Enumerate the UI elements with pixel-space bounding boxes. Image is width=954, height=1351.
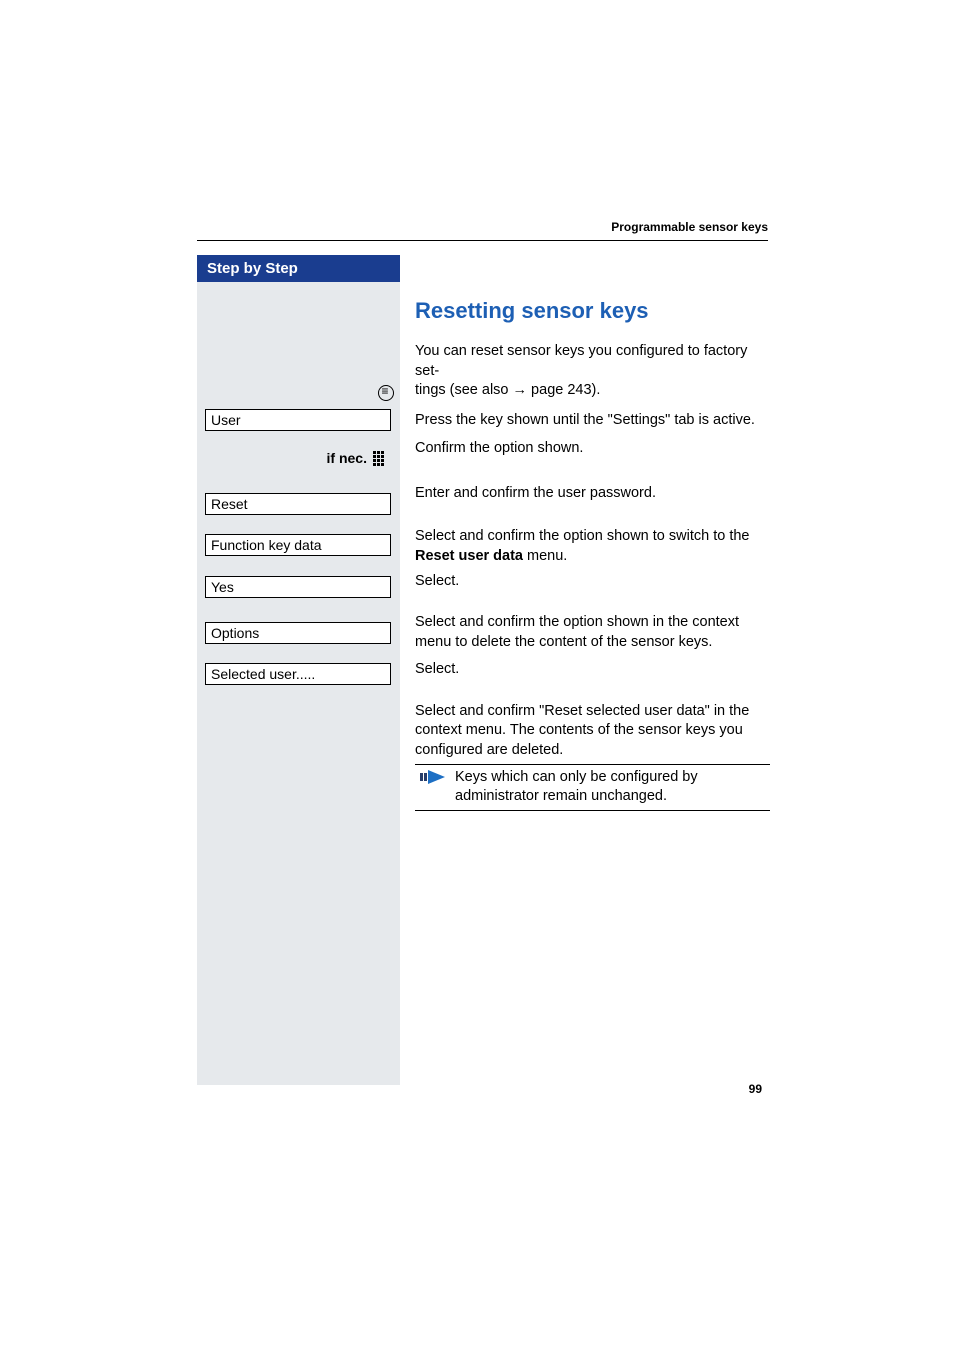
reset-switch-text: Select and confirm the option shown to s… [415, 527, 770, 566]
menu-options-row: Options [205, 622, 391, 644]
keypad-icon [373, 451, 387, 466]
select-text-1: Select. [415, 572, 770, 592]
menu-yes-row: Yes [205, 576, 391, 598]
menu-circle-icon [378, 385, 394, 401]
arrow-glyph-icon: → [513, 382, 528, 398]
menu-option-user: User [205, 409, 391, 431]
enter-password-text: Enter and confirm the user password. [415, 484, 770, 504]
menu-option-options: Options [205, 622, 391, 644]
intro-paragraph: You can reset sensor keys you configured… [415, 342, 770, 401]
note-text: Keys which can only be configured by adm… [455, 768, 770, 806]
step-by-step-sidebar: Step by Step User if nec. [197, 255, 400, 1085]
press-key-text: Press the key shown until the "Settings"… [415, 411, 770, 431]
header-section-title: Programmable sensor keys [611, 220, 768, 234]
settings-key-icon [378, 384, 394, 402]
select-text-2: Select. [415, 660, 770, 680]
page-header-rule: Programmable sensor keys [197, 218, 768, 241]
reset-user-data-label: Reset user data [415, 548, 523, 564]
menu-user-row: User [205, 409, 391, 431]
main-content: Resetting sensor keys You can reset sens… [415, 258, 770, 811]
menu-selected-user-row: Selected user..... [205, 663, 391, 685]
menu-option-selected-user: Selected user..... [205, 663, 391, 685]
menu-option-function-key-data: Function key data [205, 534, 391, 556]
menu-option-yes: Yes [205, 576, 391, 598]
reset-text-c: menu. [523, 548, 567, 564]
page-number: 99 [749, 1082, 762, 1096]
sidebar-title: Step by Step [197, 255, 400, 282]
intro-text-b: tings (see also [415, 382, 513, 398]
menu-option-reset: Reset [205, 493, 391, 515]
yes-context-text: Select and confirm the option shown in t… [415, 613, 770, 652]
menu-reset-row: Reset [205, 493, 391, 515]
intro-text-a: You can reset sensor keys you configured… [415, 343, 747, 379]
section-heading: Resetting sensor keys [415, 298, 770, 324]
menu-fkd-row: Function key data [205, 534, 391, 556]
page: Programmable sensor keys Step by Step Us… [0, 0, 954, 1351]
confirm-option-text: Confirm the option shown. [415, 439, 770, 459]
intro-text-c: page 243). [527, 382, 600, 398]
selected-user-text: Select and confirm "Reset selected user … [415, 702, 770, 761]
note-arrow-icon [415, 768, 455, 786]
note-block: Keys which can only be configured by adm… [415, 764, 770, 811]
reset-text-a: Select and confirm the option shown to s… [415, 528, 750, 544]
if-nec-label: if nec. [327, 450, 367, 466]
if-necessary-row: if nec. [205, 450, 393, 466]
